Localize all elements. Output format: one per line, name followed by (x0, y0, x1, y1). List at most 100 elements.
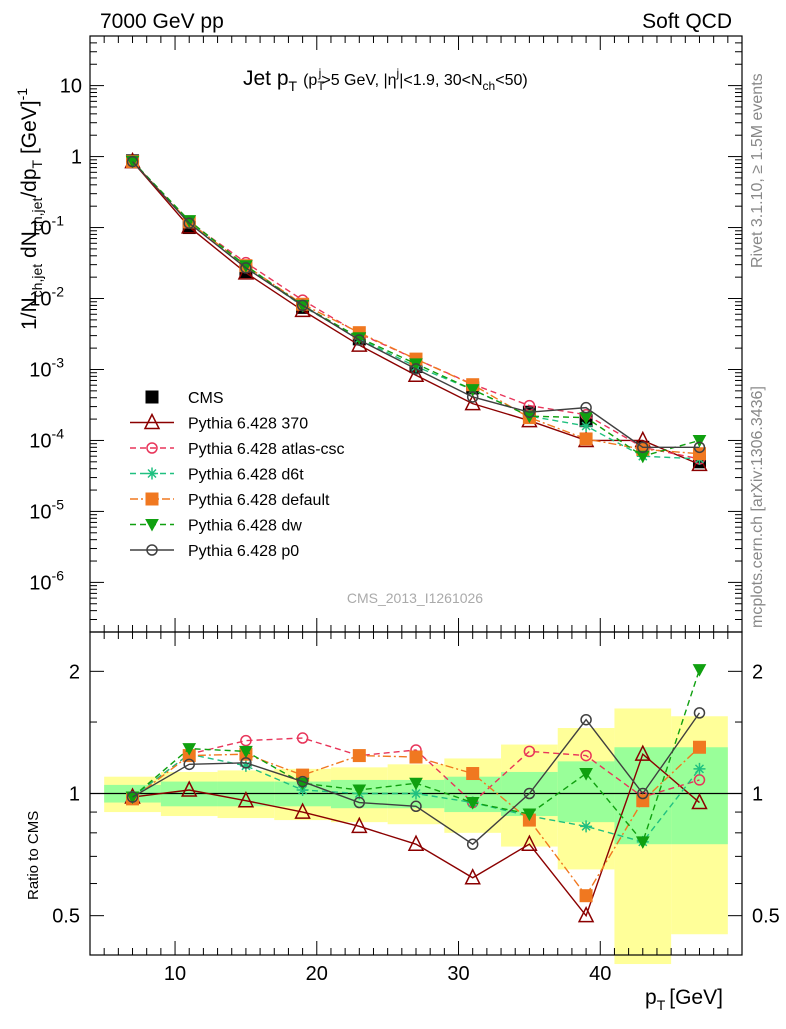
main-point-1 (407, 365, 425, 382)
legend-marker-2 (146, 442, 158, 454)
ratio-point-2 (410, 787, 422, 800)
ratio-point-1 (523, 745, 536, 758)
ratio-point-0 (237, 791, 255, 808)
main-ytick-label: 10-1 (29, 213, 64, 240)
legend-marker-1 (143, 412, 161, 430)
main-ytick-label: 10-6 (29, 567, 64, 594)
main-ytick-label: 10-4 (29, 425, 64, 452)
ratio-point-3 (352, 749, 366, 763)
main-ytick-label: 10-3 (29, 354, 64, 381)
ratio-series-line-5 (132, 712, 701, 846)
plot-title-main: Jet p (243, 67, 289, 90)
ratio-point-0 (294, 802, 311, 819)
ratio-ytick-label-right: 1 (752, 784, 763, 806)
ratio-point-4 (579, 768, 593, 781)
ratio-point-4 (692, 664, 707, 677)
plot-title-detail-rest3: <50) (495, 72, 527, 89)
main-point-6 (296, 299, 309, 312)
legend-label-0: CMS (188, 390, 224, 407)
ratio-ytick-label-right: 0.5 (752, 906, 780, 928)
ratio-point-5 (240, 757, 252, 769)
plot-title-detail-sub: T (317, 79, 325, 93)
ratio-point-4 (239, 745, 253, 759)
main-series-line-2 (132, 160, 700, 460)
ratio-point-5 (637, 787, 649, 800)
ratio-point-2 (693, 762, 706, 775)
rivet-label: Rivet 3.1.10, ≥ 1.5M events (749, 73, 766, 268)
ratio-point-0 (691, 792, 708, 810)
main-point-6 (410, 363, 422, 375)
main-point-6 (693, 441, 706, 454)
ratio-point-2 (239, 759, 252, 772)
ratio-point-1 (693, 774, 706, 786)
plot-title-detail: (p (303, 72, 317, 89)
ratio-point-3 (692, 740, 706, 754)
main-panel: 10 1 10-1 10-2 10-3 10-4 10-5 10-6 (29, 35, 743, 633)
plot-title-detail-sup: j (318, 66, 322, 80)
ratio-ytick-label: 1 (69, 784, 80, 806)
ratio-point-0 (521, 834, 538, 851)
ratio-point-0 (181, 780, 198, 797)
legend-label-5: Pythia 6.428 dw (188, 518, 302, 535)
ratio-point-4 (409, 777, 423, 791)
ratio-point-0 (577, 905, 595, 923)
ratio-series-line-1 (132, 737, 700, 804)
legend-label-1: Pythia 6.428 370 (188, 416, 308, 433)
ratio-point-4 (635, 836, 650, 849)
main-point-6 (637, 441, 649, 454)
legend-marker-6 (146, 544, 158, 556)
ratio-ytick-label: 0.5 (52, 906, 80, 928)
ratio-point-5 (126, 791, 139, 803)
ratio-point-0 (464, 868, 481, 885)
legend-marker-4 (145, 492, 159, 506)
ratio-point-0 (634, 744, 651, 761)
main-series-line-5 (132, 160, 700, 457)
main-point-4 (579, 432, 593, 446)
main-point-1 (464, 393, 481, 411)
x-tick-label: 10 (164, 963, 186, 985)
y-axis-label-ratio: Ratio to CMS (25, 811, 42, 900)
legend-marker-3 (146, 467, 158, 480)
header-left: 7000 GeV pp (100, 10, 224, 33)
main-series-line-3 (132, 160, 700, 460)
x-tick-label: 20 (306, 963, 328, 985)
main-series-line-1 (131, 161, 700, 466)
main-point-5 (465, 384, 480, 397)
legend-label-6: Pythia 6.428 p0 (188, 543, 299, 560)
plot-title-detail-sup2: j (396, 66, 400, 80)
plot-title-detail-rest2: |<1.9, 30<N (399, 72, 482, 89)
main-point-6 (580, 401, 592, 414)
ratio-point-4 (522, 808, 537, 822)
ratio-point-4 (182, 743, 197, 756)
ratio-ytick-label: 2 (69, 661, 80, 683)
ratio-point-3 (466, 767, 480, 781)
mcplots-label: mcplots.cern.ch [arXiv:1306.3436] (749, 386, 766, 628)
main-series-line-6 (132, 161, 700, 449)
plot-title-sub: T (289, 78, 298, 94)
ratio-point-1 (580, 749, 592, 762)
legend-label-3: Pythia 6.428 d6t (188, 467, 304, 484)
main-point-6 (466, 391, 479, 403)
main-ytick-label: 10-5 (29, 496, 64, 523)
legend-label-2: Pythia 6.428 atlas-csc (188, 441, 345, 458)
main-ytick-label: 10-2 (29, 284, 64, 311)
ratio-series-line-0 (132, 752, 700, 918)
plot-title: Jet pT (pTj>5 GeV, |ηj|<1.9, 30<Nch<50) (243, 66, 528, 94)
main-point-6 (126, 155, 139, 168)
ratio-point-2 (580, 820, 593, 833)
main-point-6 (240, 262, 252, 274)
x-axis-label: pT [GeV] (645, 986, 723, 1013)
ratio-point-5 (693, 707, 706, 719)
ratio-point-0 (407, 834, 425, 851)
y-axis-label-upper: 1/Nch,jet dNch,jet/dpT [GeV]-1 (14, 88, 45, 330)
ratio-point-5 (296, 775, 309, 788)
ratio-point-4 (465, 797, 480, 810)
ratio-point-5 (410, 800, 422, 813)
legend: CMS Pythia 6.428 370 Pythia 6.428 atlas-cs… (130, 390, 345, 560)
ratio-point-3 (409, 750, 423, 764)
main-point-5 (692, 434, 707, 448)
ratio-point-5 (466, 838, 479, 850)
legend-label-4: Pythia 6.428 default (188, 492, 330, 509)
x-tick-label: 40 (589, 963, 611, 985)
